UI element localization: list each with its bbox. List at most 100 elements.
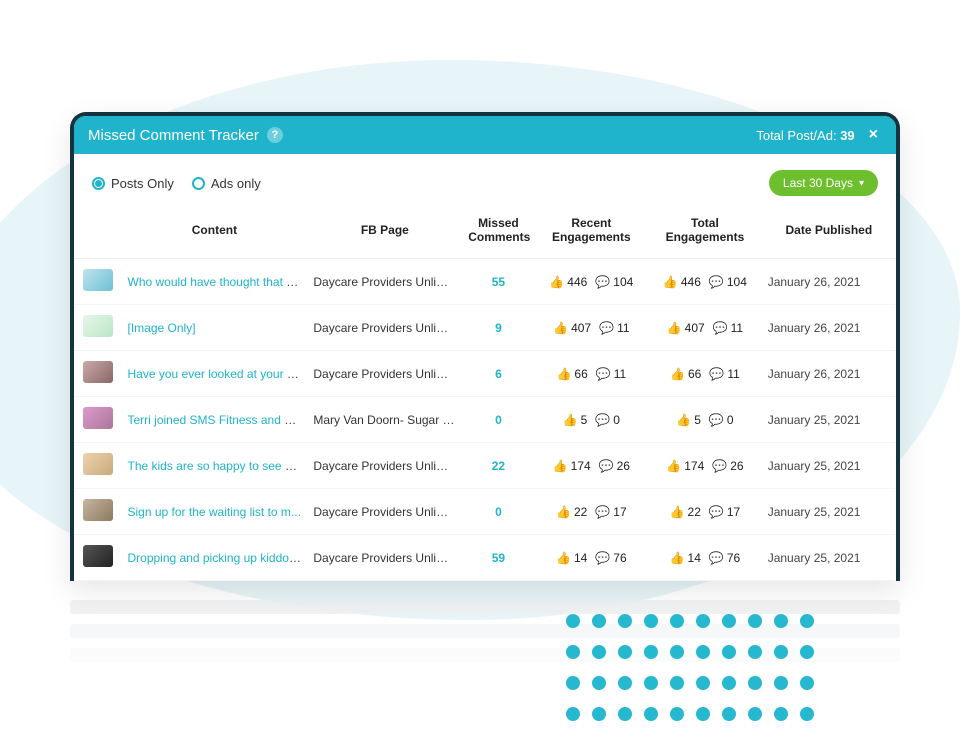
panel-title: Missed Comment Tracker — [88, 127, 259, 144]
content-link[interactable]: Have you ever looked at your al... — [128, 367, 307, 381]
date-published-cell: January 26, 2021 — [762, 305, 896, 351]
like-icon: 👍 — [553, 459, 568, 473]
content-link[interactable]: Who would have thought that a... — [128, 275, 303, 289]
comment-icon: 💬 — [709, 551, 724, 565]
radio-posts-only[interactable]: Posts Only — [92, 176, 174, 191]
date-range-dropdown[interactable]: Last 30 Days ▾ — [769, 170, 878, 196]
recent-engagements-cell: 👍66💬11 — [535, 351, 649, 397]
close-icon[interactable]: × — [865, 126, 882, 144]
missed-comments-cell[interactable]: 22 — [462, 443, 534, 489]
fb-page-cell: Daycare Providers Unlimit... — [307, 535, 462, 581]
comment-icon: 💬 — [599, 321, 614, 335]
table-row[interactable]: Have you ever looked at your al...Daycar… — [74, 351, 896, 397]
missed-comments-cell[interactable]: 6 — [462, 351, 534, 397]
radio-ads-only[interactable]: Ads only — [192, 176, 261, 191]
col-missed[interactable]: Missed Comments — [462, 206, 534, 259]
total-engagements-cell: 👍14💬76 — [648, 535, 762, 581]
comment-icon: 💬 — [709, 413, 724, 427]
decor-dots-bottom-right — [560, 608, 820, 732]
recent-engagements-cell: 👍446💬104 — [535, 259, 649, 305]
like-icon: 👍 — [563, 413, 578, 427]
col-page[interactable]: FB Page — [307, 206, 462, 259]
fb-page-cell: Daycare Providers Unlimit... — [307, 259, 462, 305]
date-published-cell: January 25, 2021 — [762, 535, 896, 581]
table-row[interactable]: The kids are so happy to see ea...Daycar… — [74, 443, 896, 489]
help-icon[interactable]: ? — [267, 127, 283, 143]
comment-icon: 💬 — [709, 505, 724, 519]
table-row[interactable]: [Image Only] Daycare Providers Unlimit...… — [74, 305, 896, 351]
content-link[interactable]: Sign up for the waiting list to m... — [128, 505, 301, 519]
missed-comments-cell[interactable]: 55 — [462, 259, 534, 305]
table-header-row: Content FB Page Missed Comments Recent E… — [74, 206, 896, 259]
like-icon: 👍 — [549, 275, 564, 289]
post-thumbnail[interactable] — [83, 499, 113, 521]
total-engagements-cell: 👍174💬26 — [648, 443, 762, 489]
table-row[interactable]: Terri joined SMS Fitness and W...Mary Va… — [74, 397, 896, 443]
like-icon: 👍 — [556, 551, 571, 565]
total-engagements-cell: 👍5💬0 — [648, 397, 762, 443]
content-link[interactable]: Dropping and picking up kiddos... — [128, 551, 305, 565]
post-thumbnail[interactable] — [83, 407, 113, 429]
comment-icon: 💬 — [595, 505, 610, 519]
recent-engagements-cell: 👍174💬26 — [535, 443, 649, 489]
like-icon: 👍 — [553, 321, 568, 335]
fb-page-cell: Daycare Providers Unlimit... — [307, 443, 462, 489]
missed-comments-cell[interactable]: 0 — [462, 397, 534, 443]
chevron-down-icon: ▾ — [859, 178, 864, 189]
post-thumbnail[interactable] — [83, 315, 113, 337]
comment-icon: 💬 — [595, 551, 610, 565]
comment-icon: 💬 — [709, 367, 724, 381]
total-value: 39 — [840, 128, 854, 143]
col-total[interactable]: Total Engagements — [648, 206, 762, 259]
like-icon: 👍 — [663, 275, 678, 289]
like-icon: 👍 — [556, 367, 571, 381]
like-icon: 👍 — [666, 459, 681, 473]
tracker-panel: Missed Comment Tracker ? Total Post/Ad: … — [70, 112, 900, 581]
comment-icon: 💬 — [713, 321, 728, 335]
like-icon: 👍 — [676, 413, 691, 427]
content-link[interactable]: The kids are so happy to see ea... — [128, 459, 308, 473]
like-icon: 👍 — [667, 321, 682, 335]
recent-engagements-cell: 👍14💬76 — [535, 535, 649, 581]
post-thumbnail[interactable] — [83, 361, 113, 383]
decor-dots-top-left — [28, 22, 158, 115]
date-published-cell: January 26, 2021 — [762, 259, 896, 305]
missed-comments-cell[interactable]: 0 — [462, 489, 534, 535]
recent-engagements-cell: 👍5💬0 — [535, 397, 649, 443]
fb-page-cell: Daycare Providers Unlimit... — [307, 351, 462, 397]
content-link[interactable]: [Image Only] — [128, 321, 196, 335]
total-engagements-cell: 👍22💬17 — [648, 489, 762, 535]
total-engagements-cell: 👍407💬11 — [648, 305, 762, 351]
comment-icon: 💬 — [709, 275, 724, 289]
missed-comments-cell[interactable]: 9 — [462, 305, 534, 351]
post-thumbnail[interactable] — [83, 269, 113, 291]
tracker-table: Content FB Page Missed Comments Recent E… — [74, 206, 896, 581]
like-icon: 👍 — [670, 505, 685, 519]
table-row[interactable]: Sign up for the waiting list to m...Dayc… — [74, 489, 896, 535]
col-content[interactable]: Content — [122, 206, 308, 259]
post-thumbnail[interactable] — [83, 453, 113, 475]
missed-comments-cell[interactable]: 59 — [462, 535, 534, 581]
fb-page-cell: Daycare Providers Unlimit... — [307, 305, 462, 351]
date-range-label: Last 30 Days — [783, 176, 853, 190]
date-published-cell: January 25, 2021 — [762, 489, 896, 535]
table-row[interactable]: Dropping and picking up kiddos...Daycare… — [74, 535, 896, 581]
table-row[interactable]: Who would have thought that a... Daycare … — [74, 259, 896, 305]
col-date[interactable]: Date Published — [762, 206, 896, 259]
total-label: Total Post/Ad: — [756, 128, 836, 143]
comment-icon: 💬 — [595, 275, 610, 289]
recent-engagements-cell: 👍407💬11 — [535, 305, 649, 351]
col-recent[interactable]: Recent Engagements — [535, 206, 649, 259]
recent-engagements-cell: 👍22💬17 — [535, 489, 649, 535]
titlebar: Missed Comment Tracker ? Total Post/Ad: … — [74, 116, 896, 154]
date-published-cell: January 25, 2021 — [762, 443, 896, 489]
comment-icon: 💬 — [595, 413, 610, 427]
radio-ads-label: Ads only — [211, 176, 261, 191]
radio-posts-label: Posts Only — [111, 176, 174, 191]
like-icon: 👍 — [670, 367, 685, 381]
like-icon: 👍 — [670, 551, 685, 565]
date-published-cell: January 25, 2021 — [762, 397, 896, 443]
comment-icon: 💬 — [596, 367, 611, 381]
post-thumbnail[interactable] — [83, 545, 113, 567]
content-link[interactable]: Terri joined SMS Fitness and W... — [128, 413, 305, 427]
